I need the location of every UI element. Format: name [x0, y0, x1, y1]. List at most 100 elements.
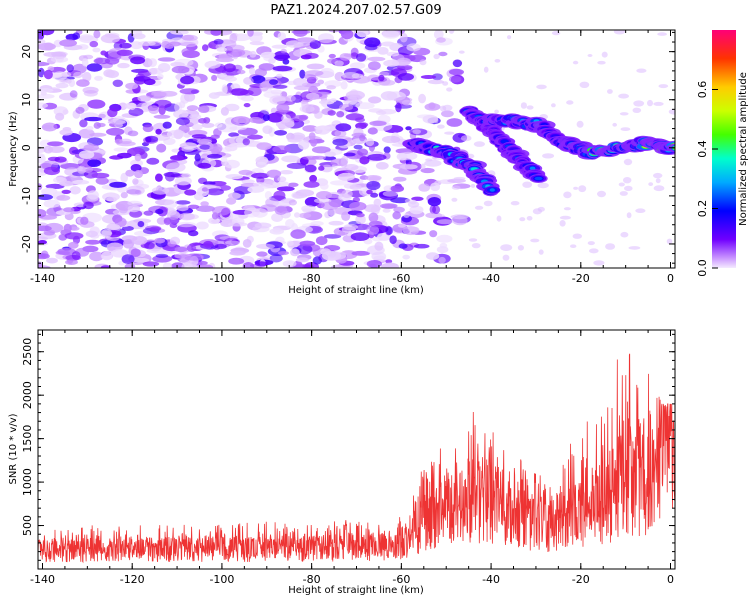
- spectrogram-noise-blob: [184, 255, 204, 261]
- spectrogram-noise-blob: [101, 251, 113, 261]
- spectrogram-noise-blob: [619, 191, 628, 196]
- spectrogram-noise-blob: [249, 41, 265, 46]
- spectrogram-noise-blob: [133, 218, 152, 224]
- spectrogram-noise-blob: [449, 68, 464, 76]
- spectrogram-noise-blob: [597, 190, 606, 198]
- spectrogram-noise-blob: [390, 185, 404, 193]
- y-tick-label: -20: [20, 235, 33, 253]
- spectrogram-noise-blob: [271, 213, 284, 222]
- spectrogram-noise-blob: [293, 85, 311, 91]
- spectrogram-noise-blob: [330, 98, 337, 103]
- spectrogram-noise-blob: [120, 191, 128, 199]
- spectrogram-noise-blob: [78, 128, 95, 139]
- spectrogram-noise-blob: [279, 170, 293, 175]
- spectrogram-noise-blob: [38, 93, 55, 99]
- spectrogram-noise-blob: [653, 172, 663, 179]
- x-tick-label: -60: [392, 272, 410, 285]
- spectrogram-noise-blob: [494, 59, 501, 63]
- spectrogram-noise-blob: [420, 163, 426, 170]
- spectrogram-noise-blob: [298, 140, 310, 150]
- spectrogram-noise-blob: [241, 95, 254, 102]
- spectrogram-noise-blob: [134, 170, 143, 179]
- spectrogram-noise-blob: [380, 91, 398, 101]
- spectrogram-noise-blob: [109, 181, 127, 188]
- spectrogram-noise-blob: [199, 144, 211, 150]
- spectrogram-noise-blob: [148, 58, 157, 68]
- spectrogram-noise-blob: [186, 244, 197, 252]
- spectrogram-noise-blob: [155, 128, 162, 135]
- spectrogram-noise-blob: [551, 103, 556, 108]
- spectrogram-noise-blob: [215, 57, 234, 63]
- spectrogram-noise-blob: [272, 227, 282, 233]
- spectrogram-noise-blob: [296, 244, 313, 255]
- spectrogram-noise-blob: [107, 223, 121, 231]
- spectrogram-noise-blob: [310, 138, 318, 147]
- spectrogram-noise-blob: [287, 134, 304, 140]
- spectrogram-noise-blob: [93, 30, 101, 39]
- x-tick-label: 0: [667, 573, 674, 586]
- spectrogram-noise-blob: [299, 240, 316, 247]
- spectrogram-noise-blob: [98, 113, 106, 119]
- spectrogram-x-ticks: -140 -120 -100 -80 -60 -40 -20 0: [30, 30, 674, 285]
- spectrogram-noise-blob: [271, 44, 288, 49]
- spectrogram-noise-blob: [306, 63, 325, 70]
- spectrogram-noise-blob: [433, 213, 445, 218]
- spectrogram-noise-blob: [158, 62, 171, 73]
- spectrogram-noise-blob: [444, 131, 455, 135]
- spectrogram-noise-blob: [38, 154, 46, 164]
- spectrogram-noise-blob: [242, 239, 252, 248]
- spectrogram-noise-blob: [406, 43, 421, 52]
- spectrogram-noise-blob: [436, 37, 446, 43]
- spectrogram-noise-blob: [359, 134, 366, 142]
- spectrogram-noise-blob: [50, 51, 68, 57]
- x-tick-label: -100: [209, 573, 234, 586]
- spectrogram-noise-blob: [139, 151, 148, 159]
- spectrogram-noise-blob: [229, 126, 247, 131]
- spectrogram-noise-blob: [85, 239, 101, 245]
- spectrogram-noise-blob: [61, 71, 72, 78]
- spectrogram-noise-blob: [304, 52, 319, 59]
- spectrogram-noise-blob: [618, 93, 629, 99]
- spectrogram-noise-blob: [334, 60, 344, 67]
- spectrogram-noise-blob: [85, 230, 98, 238]
- spectrogram-noise-blob: [162, 121, 172, 129]
- spectrogram-noise-blob: [249, 50, 257, 58]
- spectrogram-noise-blob: [272, 65, 293, 72]
- spectrogram-noise-blob: [425, 158, 433, 162]
- spectrogram-noise-blob: [389, 235, 397, 244]
- spectrogram-noise-blob: [433, 30, 444, 40]
- spectrogram-noise-blob: [321, 250, 342, 261]
- spectrogram-noise-blob: [137, 221, 145, 228]
- spectrogram-noise-blob: [302, 208, 312, 214]
- spectrogram-noise-blob: [209, 143, 223, 154]
- spectrogram-noise-blob: [255, 161, 267, 168]
- spectrogram-noise-blob: [532, 208, 543, 215]
- spectrogram-noise-blob: [151, 91, 167, 97]
- spectrogram-noise-blob: [340, 81, 348, 90]
- spectrogram-noise-blob: [319, 100, 335, 105]
- spectrogram-noise-blob: [378, 74, 385, 82]
- spectrogram-noise-blob: [91, 172, 110, 179]
- spectrogram-noise-blob: [537, 182, 549, 189]
- spectrogram-noise-blob: [76, 79, 90, 87]
- spectrogram-noise-blob: [238, 169, 253, 176]
- spectrogram-noise-blob: [79, 119, 88, 128]
- spectrogram-noise-blob: [285, 219, 295, 229]
- spectrogram-noise-blob: [368, 220, 383, 228]
- spectrogram-noise-blob: [137, 41, 156, 46]
- spectrogram-noise-blob: [38, 209, 47, 218]
- spectrogram-noise-blob: [50, 56, 69, 63]
- spectrogram-noise-blob: [551, 30, 561, 36]
- spectrogram-noise-blob: [397, 73, 414, 81]
- spectrogram-noise-blob: [181, 262, 193, 268]
- spectrogram-noise-blob: [368, 61, 381, 71]
- spectrogram-noise-blob: [79, 34, 94, 41]
- spectrogram-noise-blob: [426, 252, 440, 260]
- spectrogram-noise-blob: [309, 40, 321, 49]
- y-tick-label: -10: [20, 187, 33, 205]
- x-tick-label: -20: [572, 272, 590, 285]
- spectrogram-noise-blob: [143, 78, 156, 86]
- spectrogram-noise-blob: [295, 257, 309, 263]
- spectrogram-noise-blob: [290, 248, 300, 257]
- spectrogram-noise-blob: [395, 102, 402, 113]
